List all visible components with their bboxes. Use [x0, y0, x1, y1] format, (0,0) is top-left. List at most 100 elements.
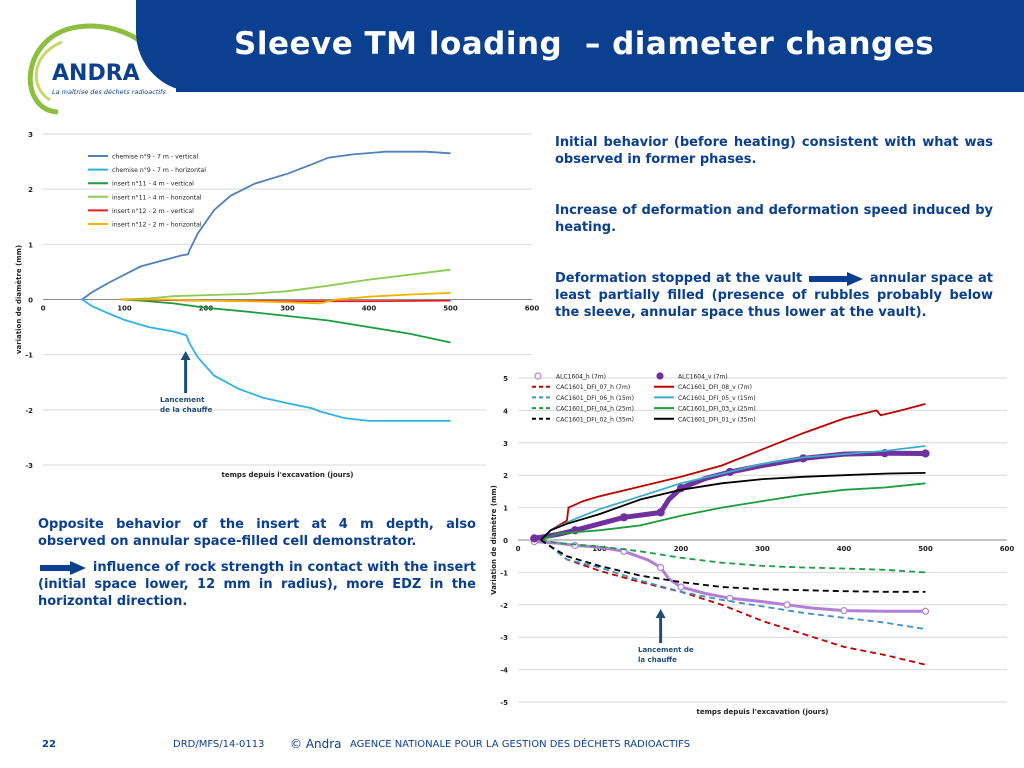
series-1-point: [840, 607, 848, 615]
legend-item-4-label: insert n°11 - 4 m - horizontal: [112, 193, 202, 201]
x-tick-label: 200: [674, 545, 689, 553]
x-tick-label: 0: [41, 305, 46, 313]
y-tick-label: 0: [503, 537, 508, 545]
x-tick-label: 300: [280, 305, 295, 313]
paragraph-deformation-stopped-b: annular space at least partially filled …: [555, 271, 994, 320]
legend-item-2-marker: [656, 372, 664, 380]
legend-item-1-marker: [534, 372, 542, 380]
legend-item-6-label: CAC1601_DFI_05_v (15m): [678, 395, 756, 402]
heating-annotation-line1: Lancement de: [638, 646, 694, 654]
series-1-point: [783, 601, 791, 609]
document-reference: DRD/MFS/14-0113: [173, 739, 265, 750]
y-tick-label: -3: [25, 462, 33, 470]
paragraph-initial-behavior: Initial behavior (before heating) consis…: [555, 135, 993, 167]
logo-tagline: La maîtrise des déchets radioactifs: [52, 88, 166, 96]
slide-title: Sleeve TM loading – diameter changes: [234, 26, 935, 62]
y-axis-label: variation de diamètre (mm): [15, 245, 23, 354]
y-tick-label: -5: [500, 699, 508, 707]
legend-item-1-label: ALC1604_h (7m): [556, 374, 606, 381]
agency-name: AGENCE NATIONALE POUR LA GESTION DES DÉC…: [350, 739, 691, 750]
paragraph-rock-strength: influence of rock strength in contact wi…: [38, 559, 476, 610]
series-2-point: [656, 508, 665, 517]
series-10-line: [540, 472, 926, 541]
chart-sleeve-insert: 3 2 1 0 -1 -2 -3 0 100 200 300 400 500 600 temps depui…: [0, 125, 540, 490]
y-tick-label: 0: [28, 297, 33, 305]
y-tick-label: -3: [500, 634, 508, 642]
andra-logo: ANDRA La maîtrise des déchets radioactif…: [27, 23, 166, 115]
series-1-point: [571, 541, 579, 550]
series-4-line: [120, 268, 451, 301]
series-6-line: [540, 445, 926, 541]
series-5-line: [540, 539, 926, 630]
series-6-line: [120, 292, 451, 305]
logo-brand: ANDRA: [52, 61, 140, 86]
paragraph-deformation-stopped-a: Deformation stopped at the vault: [555, 271, 803, 286]
series-3-line: [120, 298, 451, 344]
legend-item-8-label: CAC1601_DFI_03_v (25m): [678, 406, 756, 413]
y-tick-label: 3: [503, 440, 508, 448]
y-tick-label: 1: [28, 241, 33, 249]
logo-swoosh: [27, 23, 152, 115]
x-axis-label: temps depuis l'excavation (jours): [222, 471, 354, 479]
legend-item-5-label: insert n°12 - 2 m - vertical: [112, 207, 194, 215]
x-tick-label: 100: [117, 305, 132, 313]
paragraph-deformation-stopped: Deformation stopped at the vault annular…: [555, 270, 993, 321]
y-tick-label: 4: [503, 407, 508, 415]
legend-item-6-label: insert n°12 - 2 m - horizontal: [112, 221, 202, 229]
y-tick-label: -1: [500, 569, 508, 577]
series-8-line: [540, 482, 926, 541]
paragraph-rock-strength-text: influence of rock strength in contact wi…: [38, 560, 476, 609]
x-tick-label: 400: [362, 305, 377, 313]
series-1-point: [921, 607, 930, 615]
x-axis-label: temps depuis l'excavation (jours): [697, 708, 829, 716]
heating-arrow-head: [180, 351, 191, 360]
legend-item-5-label: CAC1601_DFI_06_h (15m): [556, 395, 634, 402]
legend-item-4-label: CAC1601_DFI_08_v (7m): [678, 384, 752, 391]
y-tick-label: 1: [503, 505, 508, 513]
series-4-line: [540, 403, 926, 541]
footer: 22 DRD/MFS/14-0113 © Andra AGENCE NATION…: [0, 733, 1024, 757]
legend-item-2-label: ALC1604_v (7m): [678, 374, 728, 381]
x-tick-label: 400: [837, 545, 852, 553]
y-tick-label: 2: [28, 186, 33, 194]
legend-item-1-label: chemise n°9 - 7 m - vertical: [112, 153, 198, 161]
legend-item-7-label: CAC1601_DFI_04_h (25m): [556, 406, 634, 413]
copyright: © Andra: [290, 737, 342, 751]
right-arrow-icon: [40, 560, 86, 575]
heating-arrow-head: [655, 609, 666, 618]
right-arrow-icon: [809, 271, 864, 286]
heating-annotation-line2: la chauffe: [638, 656, 677, 664]
series-2-point: [619, 513, 629, 522]
legend-item-2-label: chemise n°9 - 7 m - horizontal: [112, 166, 206, 174]
legend-item-9-label: CAC1601_DFI_02_h (35m): [556, 416, 634, 423]
page-number: 22: [42, 739, 56, 750]
series-2-line: [81, 298, 451, 422]
x-tick-label: 0: [516, 545, 521, 553]
logo-swoosh-inner: [34, 40, 63, 102]
y-tick-label: 5: [503, 375, 508, 383]
y-axis-label: Variation de diamètre (mm): [490, 485, 498, 595]
x-tick-label: 100: [592, 545, 607, 553]
x-tick-label: 500: [918, 545, 933, 553]
legend-item-3-label: insert n°11 - 4 m - vertical: [112, 180, 194, 188]
series-3-line: [540, 539, 926, 666]
y-tick-label: -2: [25, 407, 33, 415]
x-tick-label: 300: [755, 545, 770, 553]
series-1-point: [657, 563, 665, 572]
x-tick-label: 600: [1000, 545, 1015, 553]
chart-alc-cac: 5 4 3 2 1 0 -1 -2 -3 -4 -5 0 100 200 300 400 500 600 temps…: [486, 365, 1024, 720]
y-tick-label: 3: [28, 131, 33, 139]
series-7-line: [540, 539, 926, 574]
x-tick-label: 600: [525, 305, 540, 313]
series-2-point: [921, 449, 930, 458]
header-band: [136, 0, 1024, 92]
legend-item-10-label: CAC1601_DFI_01_v (35m): [678, 416, 756, 423]
heating-annotation-line1: Lancement: [160, 395, 205, 404]
series-1-point: [677, 583, 685, 591]
series-2-point: [530, 534, 539, 543]
y-tick-label: -1: [25, 352, 33, 360]
x-tick-label: 500: [443, 305, 458, 313]
chart-2-svg: 5 4 3 2 1 0 -1 -2 -3 -4 -5 0 100 200 300 400 500 600 temps…: [490, 372, 1015, 716]
y-tick-label: 2: [503, 472, 508, 480]
